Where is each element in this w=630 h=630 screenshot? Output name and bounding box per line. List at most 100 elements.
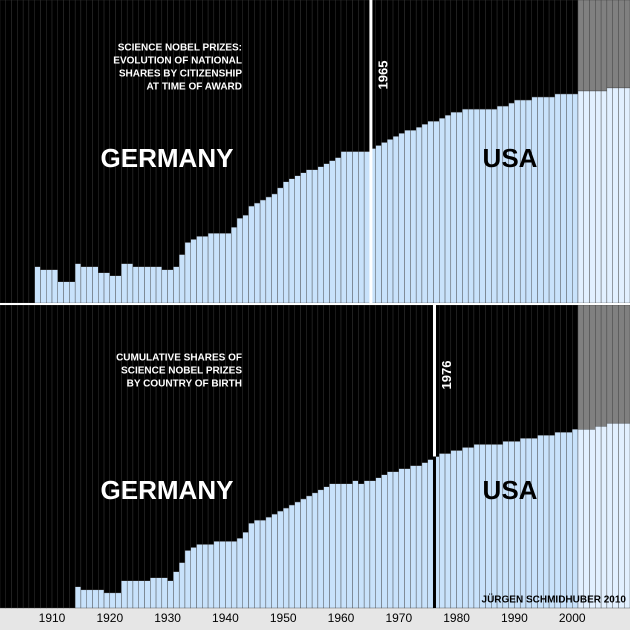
bar-segment (161, 577, 168, 609)
bar-segment (57, 0, 64, 282)
bar-segment (138, 0, 145, 267)
bar-segment (80, 589, 87, 609)
bar-segment (618, 87, 625, 304)
bar-segment (404, 468, 411, 609)
bar-segment (132, 580, 139, 609)
bar-segment (514, 304, 521, 442)
bar-segment (184, 242, 191, 304)
bar-segment (473, 444, 480, 609)
bar-segment (398, 0, 405, 134)
bar-segment (196, 544, 203, 609)
bar-segment (323, 486, 330, 609)
x-tick-label: 1970 (385, 611, 412, 625)
bar-segment (311, 492, 319, 609)
x-tick-label: 1980 (443, 611, 470, 625)
bar-segment (363, 0, 371, 152)
bar-segment (126, 304, 134, 581)
bar-segment (132, 0, 139, 267)
bar-segment (427, 304, 434, 460)
bar-segment (288, 504, 295, 609)
bar-segment (444, 114, 452, 304)
bar-segment (178, 304, 186, 563)
bar-segment (369, 480, 376, 609)
bar-segment (624, 87, 630, 304)
bar-segment (17, 0, 24, 304)
bar-segment (306, 0, 313, 170)
bar-segment (566, 93, 573, 304)
bar-segment (46, 0, 53, 270)
bar-segment (178, 254, 186, 304)
bar-segment (410, 0, 417, 131)
bar-segment (294, 0, 301, 176)
bar-segment (410, 465, 417, 609)
bar-segment (202, 544, 209, 609)
bar-segment (155, 266, 163, 304)
bar-segment (190, 304, 197, 548)
bar-segment (387, 304, 394, 472)
bar-segment (248, 304, 255, 524)
bar-segment (271, 193, 278, 304)
bar-segment (612, 422, 619, 609)
bar-segment (543, 435, 550, 609)
bar-segment (612, 304, 619, 424)
bar-segment (115, 304, 122, 594)
bar-segment (277, 0, 284, 189)
bar-segment (450, 450, 457, 609)
bar-segment (184, 0, 191, 243)
bar-segment (462, 0, 469, 110)
bar-segment (259, 199, 267, 304)
bar-segment (415, 465, 423, 609)
bar-segment (525, 438, 532, 609)
bar-segment (265, 0, 272, 198)
bar-segment (398, 304, 405, 469)
bar-segment (427, 120, 434, 304)
bar-segment (439, 453, 446, 609)
series-label: GERMANY (101, 143, 234, 173)
bar-segment (560, 304, 567, 433)
bar-segment (103, 272, 111, 304)
bar-segment (421, 462, 428, 609)
x-tick-label: 1910 (39, 611, 66, 625)
bar-segment (121, 0, 128, 264)
bar-segment (283, 507, 290, 609)
bar-segment (508, 304, 515, 442)
bar-segment (92, 0, 99, 267)
bar-segment (144, 0, 151, 267)
bar-segment (491, 444, 498, 609)
bar-segment (150, 577, 157, 609)
bar-segment (57, 304, 64, 609)
bar-segment (271, 304, 278, 515)
bar-segment (340, 0, 347, 152)
bar-segment (5, 0, 12, 304)
bar-segment (283, 0, 290, 183)
bar-segment (86, 0, 93, 267)
bar-segment (491, 0, 498, 110)
bar-segment (161, 304, 168, 578)
bar-segment (34, 0, 41, 267)
bar-segment (531, 304, 538, 439)
marker-label: 1976 (439, 361, 454, 390)
bar-segment (167, 269, 174, 304)
bar-segment (624, 304, 630, 424)
bar-segment (283, 181, 290, 304)
bar-segment (618, 304, 625, 424)
bar-segment (456, 450, 463, 609)
bar-segment (288, 0, 295, 179)
bar-segment (138, 580, 145, 609)
bar-segment (22, 304, 30, 609)
bar-segment (479, 0, 486, 110)
bar-segment (392, 471, 400, 609)
bar-segment (624, 422, 630, 609)
bar-segment (0, 0, 6, 304)
bar-segment (254, 519, 261, 609)
bar-segment (144, 266, 151, 304)
bar-segment (323, 0, 330, 164)
bar-segment (155, 304, 163, 578)
bar-segment (496, 0, 504, 107)
bar-segment (329, 483, 336, 609)
bar-segment (207, 304, 215, 545)
bar-segment (335, 157, 342, 304)
bar-segment (450, 111, 457, 304)
annotation: EVOLUTION OF NATIONAL (113, 56, 242, 67)
bar-segment (439, 0, 446, 119)
